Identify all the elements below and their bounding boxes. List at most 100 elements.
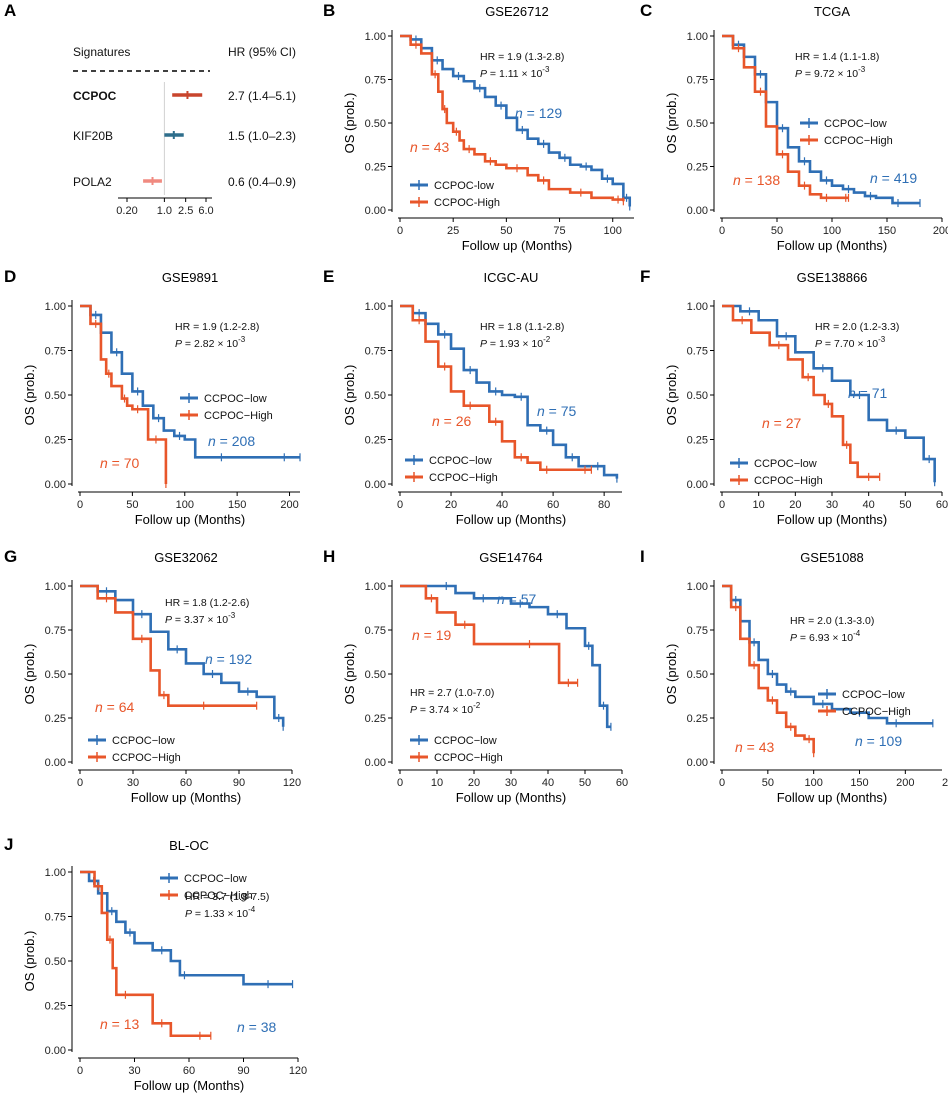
y-tick-label: 0.50	[45, 669, 66, 681]
y-tick-label: 0.25	[45, 1001, 66, 1013]
forest-row-name: CCPOC	[73, 89, 117, 103]
km-curve-low	[80, 304, 300, 459]
n-value: = 109	[863, 733, 903, 749]
x-tick-label: 150	[878, 225, 896, 237]
y-tick-label: 0.00	[45, 1045, 66, 1057]
km-curve-low	[722, 304, 936, 483]
p-value: P = 1.93 × 10-2	[480, 335, 551, 350]
p-equals: = 2.82 × 10	[182, 338, 238, 350]
x-tick-label: 0	[397, 499, 403, 511]
hr-text: HR = 3.7 (1.8-7.5)	[185, 891, 269, 903]
forest-row-hr: 0.6 (0.4–0.9)	[228, 175, 296, 189]
x-tick-label: 0	[719, 225, 725, 237]
legend-low-label: CCPOC−low	[754, 458, 817, 470]
hr-text: HR = 1.9 (1.2-2.8)	[175, 321, 259, 333]
p-equals: = 9.72 × 10	[802, 68, 858, 80]
legend-high-label: CCPOC−High	[204, 410, 273, 422]
km-panel-j: J BL-OC 0.00 0.25 0.50 0.75 1.00 0 30 60 90 120 Foll…	[4, 835, 307, 1093]
p-equals: = 1.33 × 10	[192, 908, 248, 920]
x-tick-label: 100	[176, 499, 194, 511]
y-tick-label: 1.00	[45, 867, 66, 879]
km-curve-low	[722, 34, 920, 205]
panel-letter: J	[4, 835, 13, 854]
panel-letter: H	[323, 547, 335, 566]
x-tick-label: 20	[789, 499, 801, 511]
panel-letter: G	[4, 547, 17, 566]
x-tick-label: 0	[397, 777, 403, 789]
x-tick-label: 120	[289, 1065, 307, 1077]
p-exponent: -3	[878, 335, 886, 344]
y-tick-label: 1.00	[365, 581, 386, 593]
p-value: P = 3.37 × 10-3	[165, 611, 236, 626]
p-equals: = 6.93 × 10	[797, 632, 853, 644]
x-tick-label: 50	[500, 225, 512, 237]
n-symbol: n	[237, 1019, 245, 1035]
panel-title: GSE138866	[797, 270, 868, 285]
panel-letter: E	[323, 267, 334, 286]
panel-letter: F	[640, 267, 650, 286]
n-low-label: n = 192	[205, 651, 252, 667]
x-tick-label: 60	[183, 1065, 195, 1077]
y-tick-label: 0.00	[45, 479, 66, 491]
n-value: = 75	[545, 403, 577, 419]
x-tick-label: 50	[771, 225, 783, 237]
hr-text: HR = 1.4 (1.1-1.8)	[795, 51, 879, 63]
panel-title: GSE26712	[485, 4, 549, 19]
n-high-label: n = 70	[100, 455, 140, 471]
x-tick-label: 40	[542, 777, 554, 789]
p-value: P = 3.74 × 10-2	[410, 701, 481, 716]
x-tick-label: 60	[616, 777, 628, 789]
y-tick-label: 0.00	[365, 205, 386, 217]
p-symbol: P	[790, 632, 797, 644]
km-panel-e: E ICGC-AU 0.00 0.25 0.50 0.75 1.00 0 20 40 60 80 Fol…	[323, 267, 622, 527]
y-tick-label: 0.50	[365, 390, 386, 402]
legend-high-label: CCPOC−High	[434, 752, 503, 764]
y-tick-label: 0.25	[45, 713, 66, 725]
p-symbol: P	[410, 704, 417, 716]
panel-letter: B	[323, 1, 335, 20]
x-tick-label: 10	[431, 777, 443, 789]
panel-letter: C	[640, 1, 652, 20]
legend-high-label: CCPOC−High	[429, 472, 498, 484]
n-high-label: n = 43	[410, 139, 450, 155]
y-tick-label: 0.50	[45, 956, 66, 968]
km-curve-low	[722, 584, 933, 725]
x-tick-label: 0	[719, 777, 725, 789]
y-tick-label: 0.25	[687, 713, 708, 725]
y-tick-label: 0.50	[687, 390, 708, 402]
y-tick-label: 0.00	[45, 757, 66, 769]
n-symbol: n	[412, 627, 420, 643]
y-tick-label: 0.00	[687, 757, 708, 769]
n-high-label: n = 13	[100, 1016, 140, 1032]
x-tick-label: 10	[753, 499, 765, 511]
km-curve-high	[400, 34, 625, 202]
y-tick-label: 0.50	[365, 669, 386, 681]
km-panel-h: H GSE14764 0.00 0.25 0.50 0.75 1.00 0 10 20 30 40 50…	[323, 547, 628, 805]
y-tick-label: 0.25	[365, 435, 386, 447]
n-symbol: n	[855, 733, 863, 749]
x-axis-label: Follow up (Months)	[777, 512, 888, 527]
forest-axis-label: 1.0	[157, 205, 172, 217]
p-exponent: -2	[543, 335, 551, 344]
panel-letter: A	[4, 1, 16, 20]
x-tick-label: 200	[280, 499, 298, 511]
y-tick-label: 0.25	[687, 435, 708, 447]
km-curve-high	[400, 304, 592, 472]
x-tick-label: 150	[228, 499, 246, 511]
x-tick-label: 0	[77, 499, 83, 511]
y-tick-label: 0.00	[687, 205, 708, 217]
x-tick-label: 75	[553, 225, 565, 237]
km-panel-f: F GSE138866 0.00 0.25 0.50 0.75 1.00 0 10 20 30 40 5…	[640, 267, 948, 527]
forest-row-name: KIF20B	[73, 129, 113, 143]
p-symbol: P	[185, 908, 192, 920]
legend-high-label: CCPOC-High	[434, 197, 500, 209]
km-panel-d: D GSE9891 0.00 0.25 0.50 0.75 1.00 0 50 100 150 200…	[4, 267, 301, 527]
n-high-label: n = 26	[432, 413, 472, 429]
legend-low-label: CCPOC−low	[204, 393, 267, 405]
n-value: = 129	[523, 105, 563, 121]
p-equals: = 3.74 × 10	[417, 704, 473, 716]
n-high-label: n = 64	[95, 699, 135, 715]
y-tick-label: 0.00	[365, 479, 386, 491]
hr-text: HR = 1.9 (1.3-2.8)	[480, 51, 564, 63]
